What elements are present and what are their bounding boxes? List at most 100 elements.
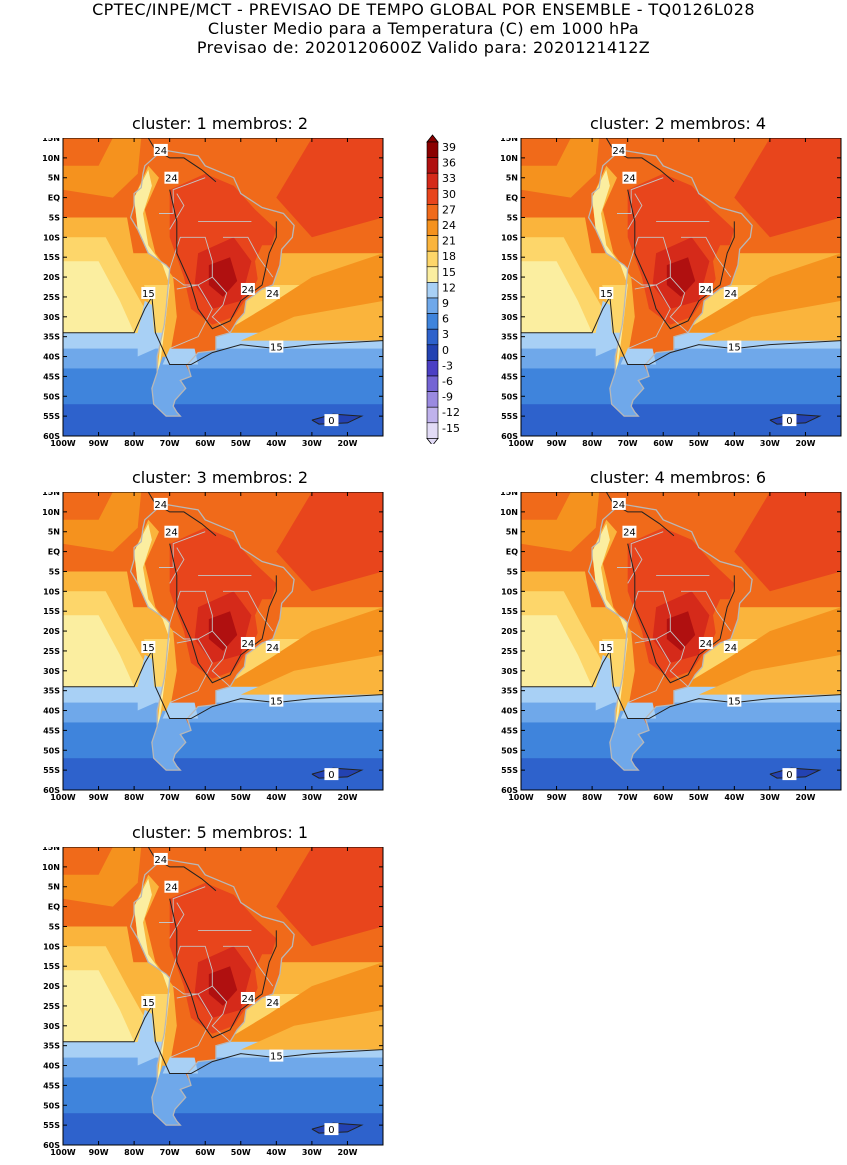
header-line-1: CPTEC/INPE/MCT - PREVISAO DE TEMPO GLOBA… (92, 0, 755, 19)
panel-title-2: cluster: 2 membros: 4 (589, 114, 767, 133)
latitude-label: EQ (48, 194, 60, 203)
colorbar-swatch (426, 344, 439, 361)
latitude-label: 5N (48, 528, 60, 537)
longitude-label: 50W (231, 439, 251, 448)
contour-label: 15 (270, 343, 283, 354)
latitude-label: 25S (501, 647, 518, 656)
latitude-label: 15S (43, 962, 60, 971)
longitude-label: 60W (653, 439, 673, 448)
temperature-map-3: 24 24 24 24 15 15 0 15N 10N 5N EQ 5S 10S 15S 20S 25S 30S… (42, 492, 384, 802)
latitude-label: 25S (43, 1002, 60, 1011)
latitude-label: 15S (501, 253, 518, 262)
latitude-label: 10S (43, 233, 60, 242)
latitude-label: 50S (43, 1101, 60, 1110)
contour-label: 15 (270, 697, 283, 708)
latitude-label: 5N (48, 174, 60, 183)
latitude-label: 15S (43, 253, 60, 262)
contour-label: 24 (165, 883, 178, 894)
temperature-map-4: 24 24 24 24 15 15 0 15N 10N 5N EQ 5S 10S 15S 20S 25S 30S… (500, 492, 842, 802)
contour-label: 24 (165, 174, 178, 185)
contour-label: 24 (154, 500, 167, 511)
latitude-label: 55S (43, 1121, 60, 1130)
longitude-label: 90W (547, 793, 567, 802)
contour-label: 15 (142, 289, 155, 300)
colorbar-level-label: 0 (442, 344, 449, 357)
longitude-label: 50W (231, 793, 251, 802)
contour-label: 24 (154, 855, 167, 866)
latitude-label: 5S (49, 567, 61, 576)
latitude-label: 20S (501, 273, 518, 282)
latitude-label: 20S (43, 273, 60, 282)
longitude-label: 80W (582, 439, 602, 448)
longitude-label: 40W (724, 439, 744, 448)
temperature-map-5: 24 24 24 24 15 15 0 15N 10N 5N EQ 5S 10S 15S 20S 25S 30S… (42, 847, 384, 1157)
longitude-label: 70W (618, 439, 638, 448)
latitude-label: EQ (506, 548, 518, 557)
colorbar-swatch (426, 266, 439, 283)
colorbar-swatch (426, 157, 439, 174)
temperature-map-1: 24 24 24 24 15 15 0 15N 10N 5N EQ 5S 10S 15S 20S 25S 30S… (42, 138, 384, 448)
colorbar-level-label: 9 (442, 297, 449, 310)
colorbar-swatch (426, 328, 439, 346)
contour-label: 24 (242, 639, 255, 650)
latitude-label: 60S (501, 432, 518, 441)
longitude-label: 70W (160, 439, 180, 448)
colorbar-level-label: -15 (442, 422, 460, 435)
longitude-label: 40W (266, 793, 286, 802)
longitude-label: 70W (618, 793, 638, 802)
latitude-label: 50S (43, 392, 60, 401)
latitude-label: 40S (43, 1062, 60, 1071)
contour-label: 15 (270, 1052, 283, 1063)
longitude-label: 100W (50, 439, 76, 448)
latitude-label: 15N (500, 138, 518, 143)
longitude-label: 40W (266, 439, 286, 448)
latitude-label: 5S (507, 567, 519, 576)
latitude-label: 20S (43, 982, 60, 991)
contour-label: 24 (612, 500, 625, 511)
colorbar-top-arrow (426, 134, 439, 143)
latitude-label: 5S (49, 213, 61, 222)
colorbar-swatch (426, 141, 439, 158)
longitude-label: 30W (760, 439, 780, 448)
longitude-label: 20W (337, 793, 357, 802)
latitude-label: 10N (500, 154, 518, 163)
longitude-label: 90W (547, 439, 567, 448)
contour-label: 24 (724, 289, 737, 300)
longitude-label: 100W (50, 793, 76, 802)
latitude-label: EQ (48, 548, 60, 557)
contour-label: 24 (266, 289, 279, 300)
latitude-label: 45S (43, 726, 60, 735)
colorbar-level-label: 30 (442, 188, 456, 201)
longitude-label: 90W (89, 1148, 109, 1157)
longitude-label: 20W (337, 1148, 357, 1157)
longitude-label: 70W (160, 1148, 180, 1157)
latitude-label: EQ (48, 903, 60, 912)
latitude-label: 35S (501, 687, 518, 696)
latitude-label: 60S (501, 786, 518, 795)
longitude-label: 40W (266, 1148, 286, 1157)
colorbar-level-label: -3 (442, 359, 453, 372)
latitude-label: 5N (48, 883, 60, 892)
colorbar-level-label: -6 (442, 375, 453, 388)
colorbar-swatch (426, 250, 439, 268)
longitude-label: 30W (302, 439, 322, 448)
latitude-label: 50S (501, 392, 518, 401)
latitude-label: 30S (43, 667, 60, 676)
latitude-label: 15S (43, 607, 60, 616)
contour-label: 24 (165, 528, 178, 539)
colorbar-level-label: 33 (442, 172, 456, 185)
latitude-label: 35S (43, 1042, 60, 1051)
contour-label: 15 (142, 643, 155, 654)
colorbar-swatch (426, 172, 439, 190)
latitude-label: 30S (43, 313, 60, 322)
latitude-label: 10S (43, 587, 60, 596)
figure-header: CPTEC/INPE/MCT - PREVISAO DE TEMPO GLOBA… (0, 0, 847, 57)
latitude-label: 60S (43, 432, 60, 441)
latitude-label: 15S (501, 607, 518, 616)
longitude-label: 100W (508, 793, 534, 802)
contour-label: 24 (242, 285, 255, 296)
contour-label: 0 (328, 416, 334, 427)
colorbar-swatch (426, 235, 439, 252)
latitude-label: 5S (507, 213, 519, 222)
